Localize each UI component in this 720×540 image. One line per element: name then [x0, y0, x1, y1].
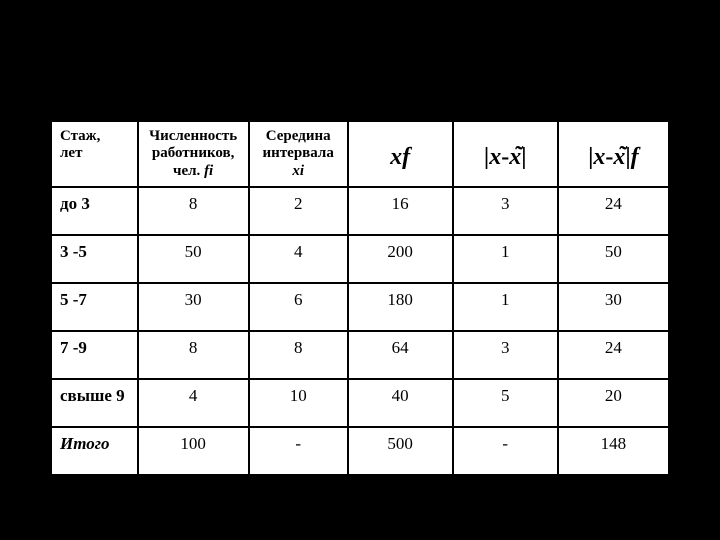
hdr-absdev-dash: -	[501, 144, 509, 170]
hdr-absdevf-xbar: x	[613, 144, 625, 172]
hdr-absdev: |x-x|	[453, 121, 558, 187]
hdr-mid-sub-ital: xi	[292, 163, 304, 179]
cell-c1: 4	[138, 379, 249, 427]
cell-c3: 200	[348, 235, 453, 283]
hdr-mid-l1: Середина	[266, 128, 331, 144]
cell-c4: -	[453, 427, 558, 475]
hdr-count: Численность работников, чел. fi	[138, 121, 249, 187]
cell-c2: -	[249, 427, 348, 475]
cell-c5: 30	[558, 283, 669, 331]
cell-c1: 8	[138, 331, 249, 379]
hdr-tenure-l1: Стаж,	[60, 128, 100, 144]
cell-c3: 40	[348, 379, 453, 427]
hdr-count-l1: Численность	[149, 128, 237, 144]
cell-c5: 24	[558, 187, 669, 235]
cell-c4: 3	[453, 331, 558, 379]
cell-c2: 8	[249, 331, 348, 379]
table-row: свыше 9 4 10 40 5 20	[51, 379, 669, 427]
hdr-xf-x: x	[390, 144, 402, 170]
cell-c0: 5 -7	[51, 283, 138, 331]
cell-c1: 8	[138, 187, 249, 235]
cell-c4: 3	[453, 187, 558, 235]
hdr-absdev-f: |x-x|f	[558, 121, 669, 187]
cell-c4: 5	[453, 379, 558, 427]
table-row: 5 -7 30 6 180 1 30	[51, 283, 669, 331]
cell-c4: 1	[453, 235, 558, 283]
table-row: 3 -5 50 4 200 1 50	[51, 235, 669, 283]
cell-c2: 4	[249, 235, 348, 283]
cell-c2: 10	[249, 379, 348, 427]
cell-c0: свыше 9	[51, 379, 138, 427]
cell-c0: 7 -9	[51, 331, 138, 379]
hdr-count-sub-plain: чел.	[173, 163, 204, 179]
cell-c3: 180	[348, 283, 453, 331]
hdr-xf-f: f	[402, 144, 410, 170]
table-row: 7 -9 8 8 64 3 24	[51, 331, 669, 379]
cell-c4: 1	[453, 283, 558, 331]
cell-c3: 500	[348, 427, 453, 475]
cell-c2: 2	[249, 187, 348, 235]
table-row: до 3 8 2 16 3 24	[51, 187, 669, 235]
hdr-absdev-b2: |	[521, 144, 526, 170]
cell-c5: 148	[558, 427, 669, 475]
cell-c0: до 3	[51, 187, 138, 235]
hdr-xf: xf	[348, 121, 453, 187]
cell-c0: Итого	[51, 427, 138, 475]
cell-c1: 30	[138, 283, 249, 331]
cell-c3: 64	[348, 331, 453, 379]
hdr-count-l2: работников,	[152, 145, 235, 161]
hdr-mid-l2: интервала	[263, 145, 334, 161]
cell-c5: 50	[558, 235, 669, 283]
stats-table: Стаж, лет Численность работников, чел. f…	[50, 120, 670, 476]
stats-table-container: Стаж, лет Численность работников, чел. f…	[50, 120, 670, 476]
cell-c1: 100	[138, 427, 249, 475]
cell-c2: 6	[249, 283, 348, 331]
cell-c5: 24	[558, 331, 669, 379]
table-row-total: Итого 100 - 500 - 148	[51, 427, 669, 475]
cell-c0: 3 -5	[51, 235, 138, 283]
cell-c3: 16	[348, 187, 453, 235]
hdr-tenure-l2: лет	[60, 145, 82, 161]
hdr-absdev-x1: x	[489, 144, 501, 170]
hdr-count-sub-ital: fi	[204, 163, 213, 179]
cell-c5: 20	[558, 379, 669, 427]
cell-c1: 50	[138, 235, 249, 283]
hdr-absdevf-f: f	[631, 144, 639, 170]
hdr-absdevf-x1: x	[593, 144, 605, 170]
hdr-absdev-xbar: x	[509, 144, 521, 172]
hdr-tenure: Стаж, лет	[51, 121, 138, 187]
table-body: до 3 8 2 16 3 24 3 -5 50 4 200 1 50 5 -7…	[51, 187, 669, 475]
header-row: Стаж, лет Численность работников, чел. f…	[51, 121, 669, 187]
hdr-mid: Середина интервала xi	[249, 121, 348, 187]
